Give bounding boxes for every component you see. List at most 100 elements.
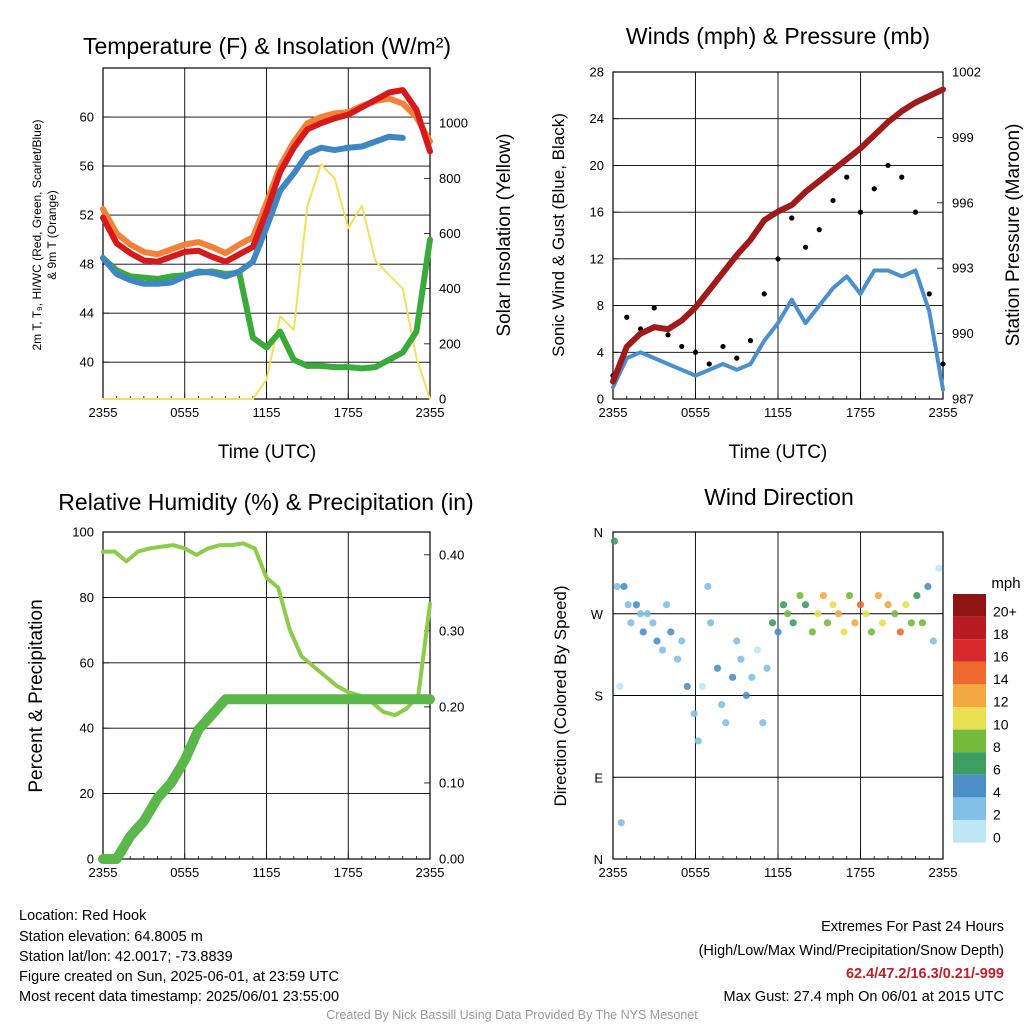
wind-gust-point — [775, 256, 781, 262]
speed-legend-title: mph — [991, 575, 1020, 592]
speed-legend-label: 20+ — [993, 603, 1017, 619]
dir-point — [918, 619, 926, 627]
wind-ytick-label-left: 0 — [597, 392, 604, 407]
dir-point — [845, 591, 854, 600]
wind-gust-point — [871, 186, 877, 192]
dir-chart-title: Wind Direction — [704, 484, 854, 510]
dir-point — [632, 601, 640, 609]
speed-legend: 20+ 18 16 14 12 10 8 6 4 2 0 — [953, 594, 1017, 845]
rh-ytick-label-right: 0.30 — [439, 623, 464, 638]
dir-point — [713, 664, 722, 672]
dir-point — [779, 601, 788, 609]
rh-xtick-label: 2355 — [89, 865, 118, 880]
speed-legend-swatch — [953, 684, 986, 707]
speed-legend-swatch — [953, 774, 986, 798]
rh-chart-title: Relative Humidity (%) & Precipitation (i… — [58, 489, 473, 515]
temp-ytick-label-right: 400 — [439, 281, 461, 296]
rh-ytick-label-right: 0.10 — [439, 775, 464, 790]
wind-xtick-label: 2355 — [599, 405, 628, 420]
rh-xtick-label: 2355 — [416, 865, 445, 880]
dir-point — [774, 628, 782, 636]
temp-ytick-label-left: 40 — [80, 355, 94, 370]
wind-gust-point — [885, 162, 891, 169]
wind-ytick-label-left: 20 — [590, 158, 604, 173]
wind-xtick-label: 2355 — [929, 405, 958, 420]
speed-legend-label: 6 — [993, 762, 1001, 778]
wind-ytick-label-right: 993 — [952, 261, 974, 276]
station-elevation: Station elevation: 64.8005 m — [19, 929, 203, 945]
wind-gust-point — [857, 209, 864, 215]
credit-line: Created By Nick Bassill Using Data Provi… — [326, 1008, 698, 1022]
extremes-values: 62.4/47.2/16.3/0.21/-999 — [845, 966, 1004, 982]
dir-xtick-label: 2355 — [929, 865, 958, 880]
dir-ylabel: Direction (Colored By Speed) — [551, 585, 570, 806]
temp-ytick-label-right: 0 — [439, 392, 446, 407]
max-gust: Max Gust: 27.4 mph On 06/01 at 2015 UTC — [723, 989, 1004, 1005]
dir-point — [867, 628, 876, 636]
speed-legend-label: 2 — [993, 807, 1001, 823]
dir-point — [834, 610, 843, 618]
dir-point — [913, 591, 921, 600]
temp-ytick-label-left: 56 — [80, 159, 94, 174]
dir-point — [653, 637, 661, 645]
wind-gust-point — [624, 314, 630, 320]
wind-gust-point — [747, 338, 754, 344]
temp-ytick-label-right: 200 — [439, 336, 461, 351]
dir-point — [698, 682, 706, 691]
speed-legend-label: 4 — [993, 784, 1001, 800]
temp-series-solar — [102, 163, 431, 400]
station-location: Location: Red Hook — [19, 908, 147, 924]
rh-ytick-label-left: 60 — [80, 655, 94, 670]
rh-ytick-label-left: 80 — [80, 590, 94, 605]
temp-ytick-label-left: 48 — [80, 257, 94, 272]
speed-legend-label: 8 — [993, 739, 1001, 755]
dir-point — [617, 819, 625, 827]
dir-point — [690, 710, 698, 718]
dir-point — [862, 610, 870, 618]
wind-gust-point — [816, 227, 822, 233]
figure-created: Figure created on Sun, 2025-06-01, at 23… — [19, 969, 339, 985]
dir-point — [763, 664, 771, 672]
dir-point — [616, 682, 624, 691]
temp-ytick-label-right: 800 — [439, 171, 461, 186]
temp-ytick-label-left: 60 — [80, 110, 94, 125]
speed-legend-label: 18 — [993, 626, 1009, 642]
speed-legend-swatch — [953, 797, 986, 820]
rh-ylabel-left: Percent & Precipitation — [26, 599, 47, 792]
speed-legend-swatch — [953, 820, 986, 843]
speed-legend-swatch — [953, 639, 986, 662]
speed-legend-swatch — [953, 616, 986, 640]
dir-point — [878, 619, 887, 627]
dir-point — [610, 537, 618, 545]
dir-point — [819, 591, 827, 600]
dir-point — [718, 700, 726, 709]
temp-series-dew — [100, 236, 433, 372]
dir-point — [753, 646, 761, 654]
dir-point — [737, 655, 745, 663]
wind-gust-point — [679, 343, 685, 350]
rh-ytick-label-left: 100 — [72, 525, 94, 540]
dir-point — [683, 682, 691, 691]
extremes-header: Extremes For Past 24 Hours — [821, 919, 1004, 935]
dir-point — [627, 619, 635, 627]
dir-point — [907, 619, 915, 627]
dir-point — [884, 601, 892, 609]
wind-gust-point — [651, 305, 657, 311]
dir-point — [643, 610, 651, 618]
dir-ytick-label: E — [594, 770, 603, 785]
wind-series-wind — [611, 268, 945, 392]
rh-ytick-label-right: 0.20 — [439, 699, 464, 714]
dir-point — [796, 591, 804, 600]
wind-gust-point — [844, 174, 850, 180]
rh-ytick-label-left: 40 — [80, 721, 94, 736]
dir-point — [759, 719, 767, 727]
dir-point — [663, 601, 671, 609]
rh-series-precip — [98, 694, 435, 864]
dir-point — [874, 591, 882, 600]
wind-gust-point — [761, 291, 767, 297]
wind-ytick-label-right: 987 — [952, 392, 974, 407]
wind-ytick-label-left: 16 — [590, 205, 604, 220]
temp-ytick-label-right: 600 — [439, 226, 461, 241]
rh-ytick-label-left: 0 — [87, 852, 94, 867]
